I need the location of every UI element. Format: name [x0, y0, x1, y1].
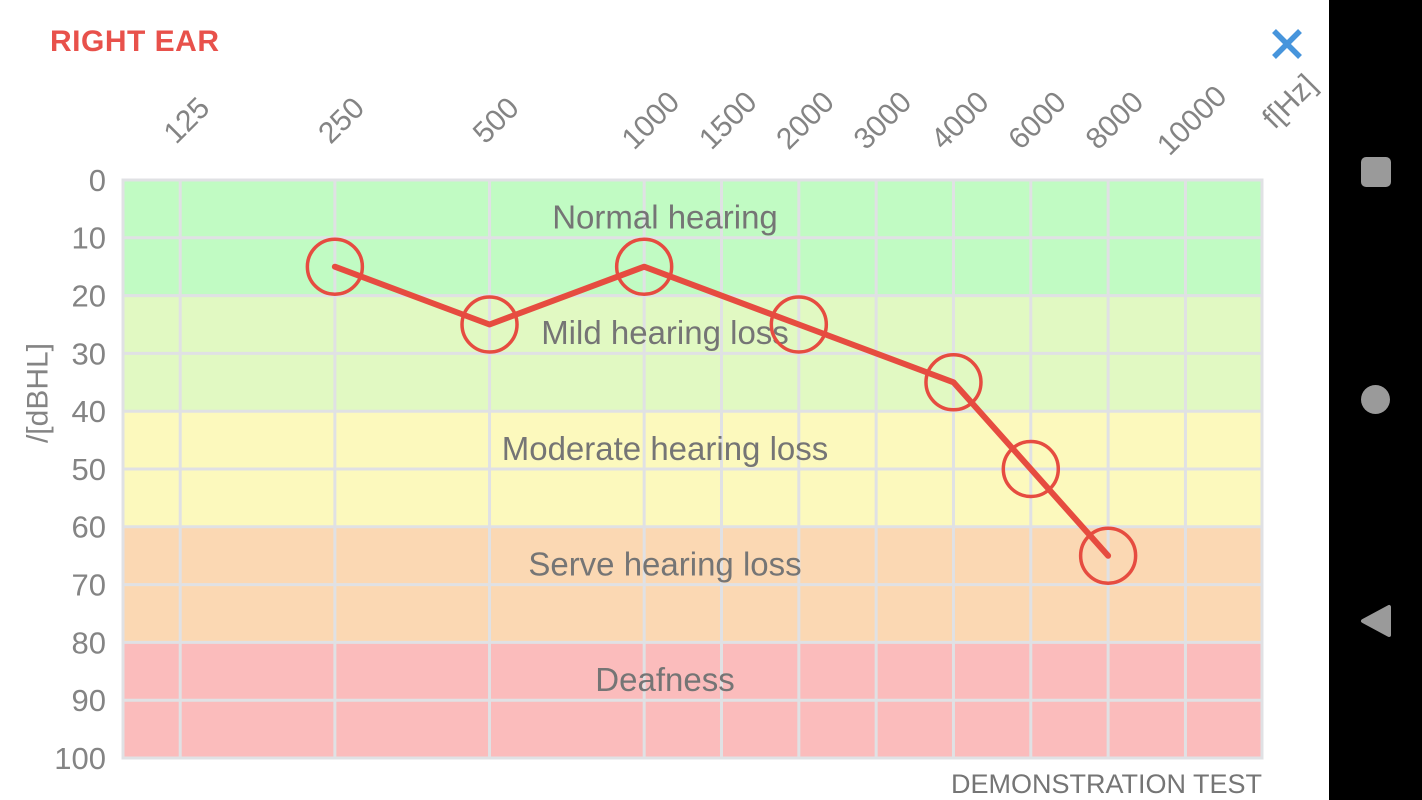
data-point-marker — [1001, 439, 1061, 499]
page-title: RIGHT EAR — [50, 25, 220, 58]
threshold-line — [331, 263, 1112, 559]
x-tick: 3000 — [848, 85, 919, 156]
grid-lines — [121, 178, 1264, 760]
zone-label: Serve hearing loss — [528, 545, 801, 582]
x-axis-labels: 125 250 500 1000 1500 2000 3000 4000 6000 8000 100… — [158, 80, 1234, 162]
plot-border — [121, 178, 1264, 760]
y-tick-label: 90 — [72, 683, 106, 718]
x-axis-unit-label: f[Hz] — [1256, 68, 1323, 135]
y-tick-label: 0 — [89, 163, 106, 198]
x-tick-label: 3000 — [848, 85, 919, 156]
y-tick-label: 60 — [72, 510, 106, 545]
data-point-marker — [460, 295, 519, 354]
x-tick: 125 — [158, 91, 217, 150]
x-tick: 500 — [467, 91, 526, 150]
x-tick-label: 6000 — [1002, 85, 1073, 156]
recent-apps-button[interactable] — [1329, 136, 1422, 208]
x-tick: 10000 — [1151, 80, 1233, 162]
x-tick-label: 250 — [312, 91, 371, 150]
data-point-marker — [769, 295, 829, 354]
x-tick: 4000 — [925, 85, 996, 156]
y-tick-label: 80 — [72, 625, 106, 660]
data-point-marker — [1078, 526, 1138, 585]
audiogram-chart: Normal hearing Mild hearing loss Moderate … — [22, 68, 1324, 799]
x-tick: 1500 — [693, 85, 764, 156]
x-tick: 1000 — [616, 85, 687, 156]
y-axis-title: /[dBHL] — [22, 343, 55, 443]
y-tick-label: 70 — [72, 567, 106, 602]
data-point-marker — [924, 353, 983, 412]
y-tick-label: 20 — [72, 278, 106, 313]
zone-labels: Normal hearing Mild hearing loss Moderate … — [502, 199, 829, 698]
zone-label: Moderate hearing loss — [502, 430, 829, 467]
x-tick-label: 2000 — [770, 85, 841, 156]
close-icon — [1272, 29, 1302, 59]
data-point-marker — [305, 237, 365, 296]
x-tick-label: 125 — [158, 91, 217, 150]
y-tick-label: 30 — [72, 336, 106, 371]
y-tick-label: 40 — [72, 394, 106, 429]
zone-label: Deafness — [595, 661, 734, 698]
x-tick-label: 1000 — [616, 85, 687, 156]
y-tick-label: 100 — [54, 741, 106, 776]
data-point-marker — [614, 237, 674, 296]
back-triangle-icon — [1360, 605, 1391, 637]
x-tick-label: 4000 — [925, 85, 996, 156]
back-button[interactable] — [1329, 585, 1422, 657]
x-tick-label: 1500 — [693, 85, 764, 156]
x-tick-label: 8000 — [1080, 85, 1151, 156]
zone-label: Mild hearing loss — [541, 314, 789, 351]
x-tick-label: 500 — [467, 91, 526, 150]
x-tick-label: 10000 — [1151, 80, 1233, 162]
zone-label: Normal hearing — [552, 199, 778, 236]
android-navigation-bar — [1329, 0, 1422, 800]
recent-apps-square-icon — [1360, 157, 1391, 187]
close-button[interactable] — [1259, 16, 1315, 72]
demonstration-test-label: DEMONSTRATION TEST — [951, 769, 1262, 799]
x-tick: 250 — [312, 91, 371, 150]
x-tick: 2000 — [770, 85, 841, 156]
x-tick: 6000 — [1002, 85, 1073, 156]
data-series — [305, 237, 1138, 585]
home-circle-icon — [1361, 384, 1390, 414]
y-tick-label: 50 — [72, 452, 106, 487]
y-axis-labels: 0 10 20 30 40 50 60 70 80 90 100 — [54, 163, 106, 776]
y-tick-label: 10 — [72, 221, 106, 256]
x-tick: 8000 — [1080, 85, 1151, 156]
home-button[interactable] — [1329, 363, 1422, 435]
